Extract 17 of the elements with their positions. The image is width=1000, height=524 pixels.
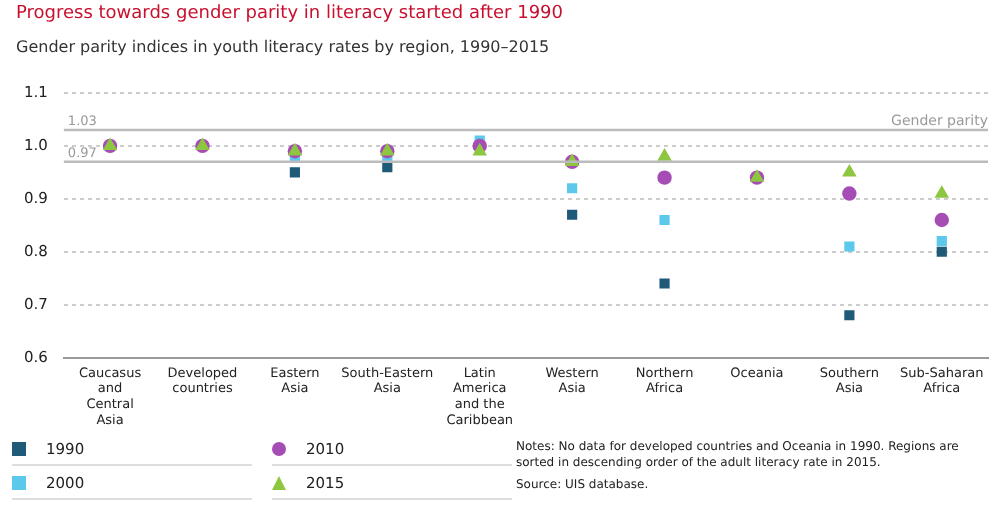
point (659, 278, 670, 289)
point (844, 310, 855, 321)
point (567, 183, 578, 194)
point (657, 170, 672, 185)
point (657, 148, 672, 161)
point (934, 185, 950, 198)
point (844, 241, 855, 252)
point (842, 186, 857, 201)
chart-title: Progress towards gender parity in literacy started after 1990 (16, 4, 564, 24)
point (659, 214, 670, 226)
point (936, 246, 947, 257)
point (842, 163, 857, 177)
point (289, 167, 300, 178)
point (934, 212, 949, 228)
point (936, 236, 947, 247)
point (567, 209, 578, 220)
chart-subtitle: Gender parity indices in youth literacy rates by region, 1990–2015 (16, 38, 550, 56)
